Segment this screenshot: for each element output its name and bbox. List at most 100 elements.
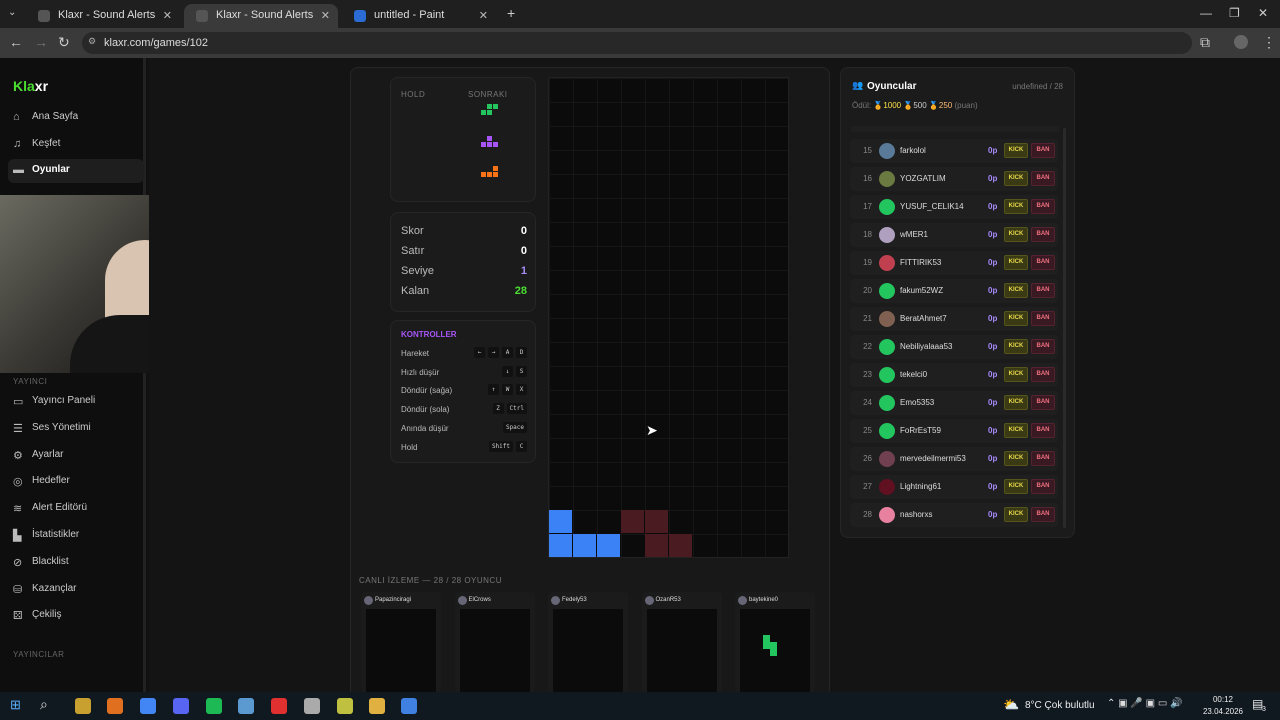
kick-button[interactable]: KICK xyxy=(1004,311,1028,326)
new-tab-icon[interactable]: + xyxy=(507,5,516,21)
ban-button[interactable]: BAN xyxy=(1031,311,1055,326)
ban-button[interactable]: BAN xyxy=(1031,395,1055,410)
live-player-card[interactable]: OzanR53 xyxy=(641,592,722,692)
sidebar-item[interactable]: ◎ Hedefler xyxy=(8,470,144,494)
close-tab-icon[interactable]: ✕ xyxy=(320,10,330,22)
chrome-icon[interactable] xyxy=(140,698,156,714)
ban-button[interactable]: BAN xyxy=(1031,171,1055,186)
extensions-icon[interactable]: ⧉ xyxy=(1200,34,1210,50)
sidebar-item[interactable]: ⚄ Çekiliş xyxy=(8,604,144,628)
live-player-card[interactable]: Papazinciragi xyxy=(361,592,441,692)
close-window-icon[interactable]: ✕ xyxy=(1258,6,1269,20)
ban-button[interactable]: BAN xyxy=(1031,367,1055,382)
kick-button[interactable]: KICK xyxy=(1004,255,1028,270)
controls-title: KONTROLLER xyxy=(401,330,457,339)
ban-button[interactable]: BAN xyxy=(1031,143,1055,158)
app-icon[interactable] xyxy=(238,698,254,714)
players-title: Oyuncular xyxy=(867,81,917,92)
kick-button[interactable]: KICK xyxy=(1004,367,1028,382)
kick-button[interactable]: KICK xyxy=(1004,507,1028,522)
reload-icon[interactable]: ↻ xyxy=(58,34,70,50)
forward-icon[interactable]: → xyxy=(34,34,48,50)
players-scrollbar[interactable] xyxy=(1063,128,1066,528)
ban-button[interactable]: BAN xyxy=(1031,451,1055,466)
board-block xyxy=(645,534,668,557)
app-icon[interactable] xyxy=(271,698,287,714)
app-icon[interactable] xyxy=(304,698,320,714)
restore-icon[interactable]: ❐ xyxy=(1229,6,1240,20)
sidebar-item[interactable]: ⚙ Ayarlar xyxy=(8,444,144,468)
live-player-card[interactable]: ElCrows xyxy=(454,592,535,692)
app-icon[interactable] xyxy=(337,698,353,714)
browser-tab-active[interactable]: Klaxr - Sound Alerts ✕ xyxy=(184,4,338,28)
clock-time[interactable]: 00:12 xyxy=(1212,695,1234,704)
file-explorer-icon[interactable] xyxy=(75,698,91,714)
ban-button[interactable]: BAN xyxy=(1031,479,1055,494)
ban-button[interactable]: BAN xyxy=(1031,423,1055,438)
folder-icon[interactable] xyxy=(369,698,385,714)
kick-button[interactable]: KICK xyxy=(1004,395,1028,410)
kick-button[interactable]: KICK xyxy=(1004,339,1028,354)
sidebar-item[interactable]: ⊘ Blacklist xyxy=(8,551,144,575)
site-info-icon[interactable]: ⚙ xyxy=(88,36,97,46)
kick-button[interactable]: KICK xyxy=(1004,283,1028,298)
sidebar-item[interactable]: ⛁ Kazançlar xyxy=(8,578,144,602)
start-icon[interactable]: ⊞ xyxy=(10,697,21,712)
key-cap: S xyxy=(516,365,527,377)
ban-button[interactable]: BAN xyxy=(1031,507,1055,522)
sidebar-item[interactable]: ▭ Yayıncı Paneli xyxy=(8,390,144,414)
klaxr-logo[interactable]: Klaxr xyxy=(13,78,49,94)
tetris-board[interactable] xyxy=(548,77,789,558)
section-label-yayincilar: YAYINCILAR xyxy=(13,650,65,659)
sidebar-item[interactable]: ≋ Alert Editörü xyxy=(8,497,144,521)
back-icon[interactable]: ← xyxy=(9,34,23,50)
player-name: Nebiliyalaaa53 xyxy=(900,342,953,351)
ban-button[interactable]: BAN xyxy=(1031,255,1055,270)
minimize-icon[interactable]: — xyxy=(1200,6,1212,20)
clock-date[interactable]: 23.04.2026 xyxy=(1202,707,1244,716)
player-row: 25 FoRrEsT59 0p KICK BAN xyxy=(850,419,1058,443)
discord-icon[interactable] xyxy=(173,698,189,714)
kick-button[interactable]: KICK xyxy=(1004,451,1028,466)
kick-button[interactable]: KICK xyxy=(1004,479,1028,494)
sidebar-item[interactable]: ▙ İstatistikler xyxy=(8,524,144,548)
player-points: 0p xyxy=(988,454,998,463)
spotify-icon[interactable] xyxy=(206,698,222,714)
kick-button[interactable]: KICK xyxy=(1004,143,1028,158)
live-view-title: CANLI İZLEME — 28 / 28 OYUNCU xyxy=(359,576,502,585)
avatar xyxy=(879,395,895,411)
live-player-card[interactable]: Fedely53 xyxy=(548,592,628,692)
browser-tab[interactable]: Klaxr - Sound Alerts ✕ xyxy=(26,4,180,28)
tray-icons[interactable]: ⌃ ▣ 🎤 ▣ ▭ 🔊 xyxy=(1107,698,1183,709)
tab-title: Klaxr - Sound Alerts xyxy=(58,9,156,21)
sidebar-item-ana-sayfa[interactable]: ⌂ Ana Sayfa xyxy=(8,106,144,130)
kick-button[interactable]: KICK xyxy=(1004,199,1028,214)
ban-button[interactable]: BAN xyxy=(1031,227,1055,242)
search-icon[interactable]: ⌕ xyxy=(40,696,48,712)
sidebar-item[interactable]: ☰ Ses Yönetimi xyxy=(8,417,144,441)
ban-button[interactable]: BAN xyxy=(1031,339,1055,354)
close-tab-icon[interactable]: ✕ xyxy=(162,10,172,22)
kick-button[interactable]: KICK xyxy=(1004,227,1028,242)
notification-icon[interactable]: ▤ xyxy=(1252,697,1264,711)
close-tab-icon[interactable]: ✕ xyxy=(478,10,488,22)
kick-button[interactable]: KICK xyxy=(1004,171,1028,186)
avatar xyxy=(879,171,895,187)
sidebar-item-oyunlar[interactable]: ▬ Oyunlar xyxy=(8,159,144,183)
weather-text[interactable]: 8°C Çok bulutlu xyxy=(1025,700,1095,711)
paint-icon[interactable] xyxy=(401,698,417,714)
menu-icon[interactable]: ⋮ xyxy=(1262,34,1276,50)
kick-button[interactable]: KICK xyxy=(1004,423,1028,438)
sidebar-item-kesfet[interactable]: ♫ Keşfet xyxy=(8,133,144,157)
app-icon[interactable] xyxy=(107,698,123,714)
url-input[interactable]: ⚙ klaxr.com/games/102 xyxy=(82,32,1192,54)
mini-board xyxy=(553,609,623,692)
profile-avatar[interactable] xyxy=(1234,35,1248,49)
browser-tab[interactable]: untitled - Paint ✕ xyxy=(342,4,496,28)
tab-list-icon[interactable]: ⌄ xyxy=(8,7,17,18)
player-rank: 17 xyxy=(863,202,872,211)
ban-button[interactable]: BAN xyxy=(1031,199,1055,214)
coins-icon: ⛁ xyxy=(13,583,23,596)
live-player-card[interactable]: baytekine0 xyxy=(735,592,815,692)
ban-button[interactable]: BAN xyxy=(1031,283,1055,298)
